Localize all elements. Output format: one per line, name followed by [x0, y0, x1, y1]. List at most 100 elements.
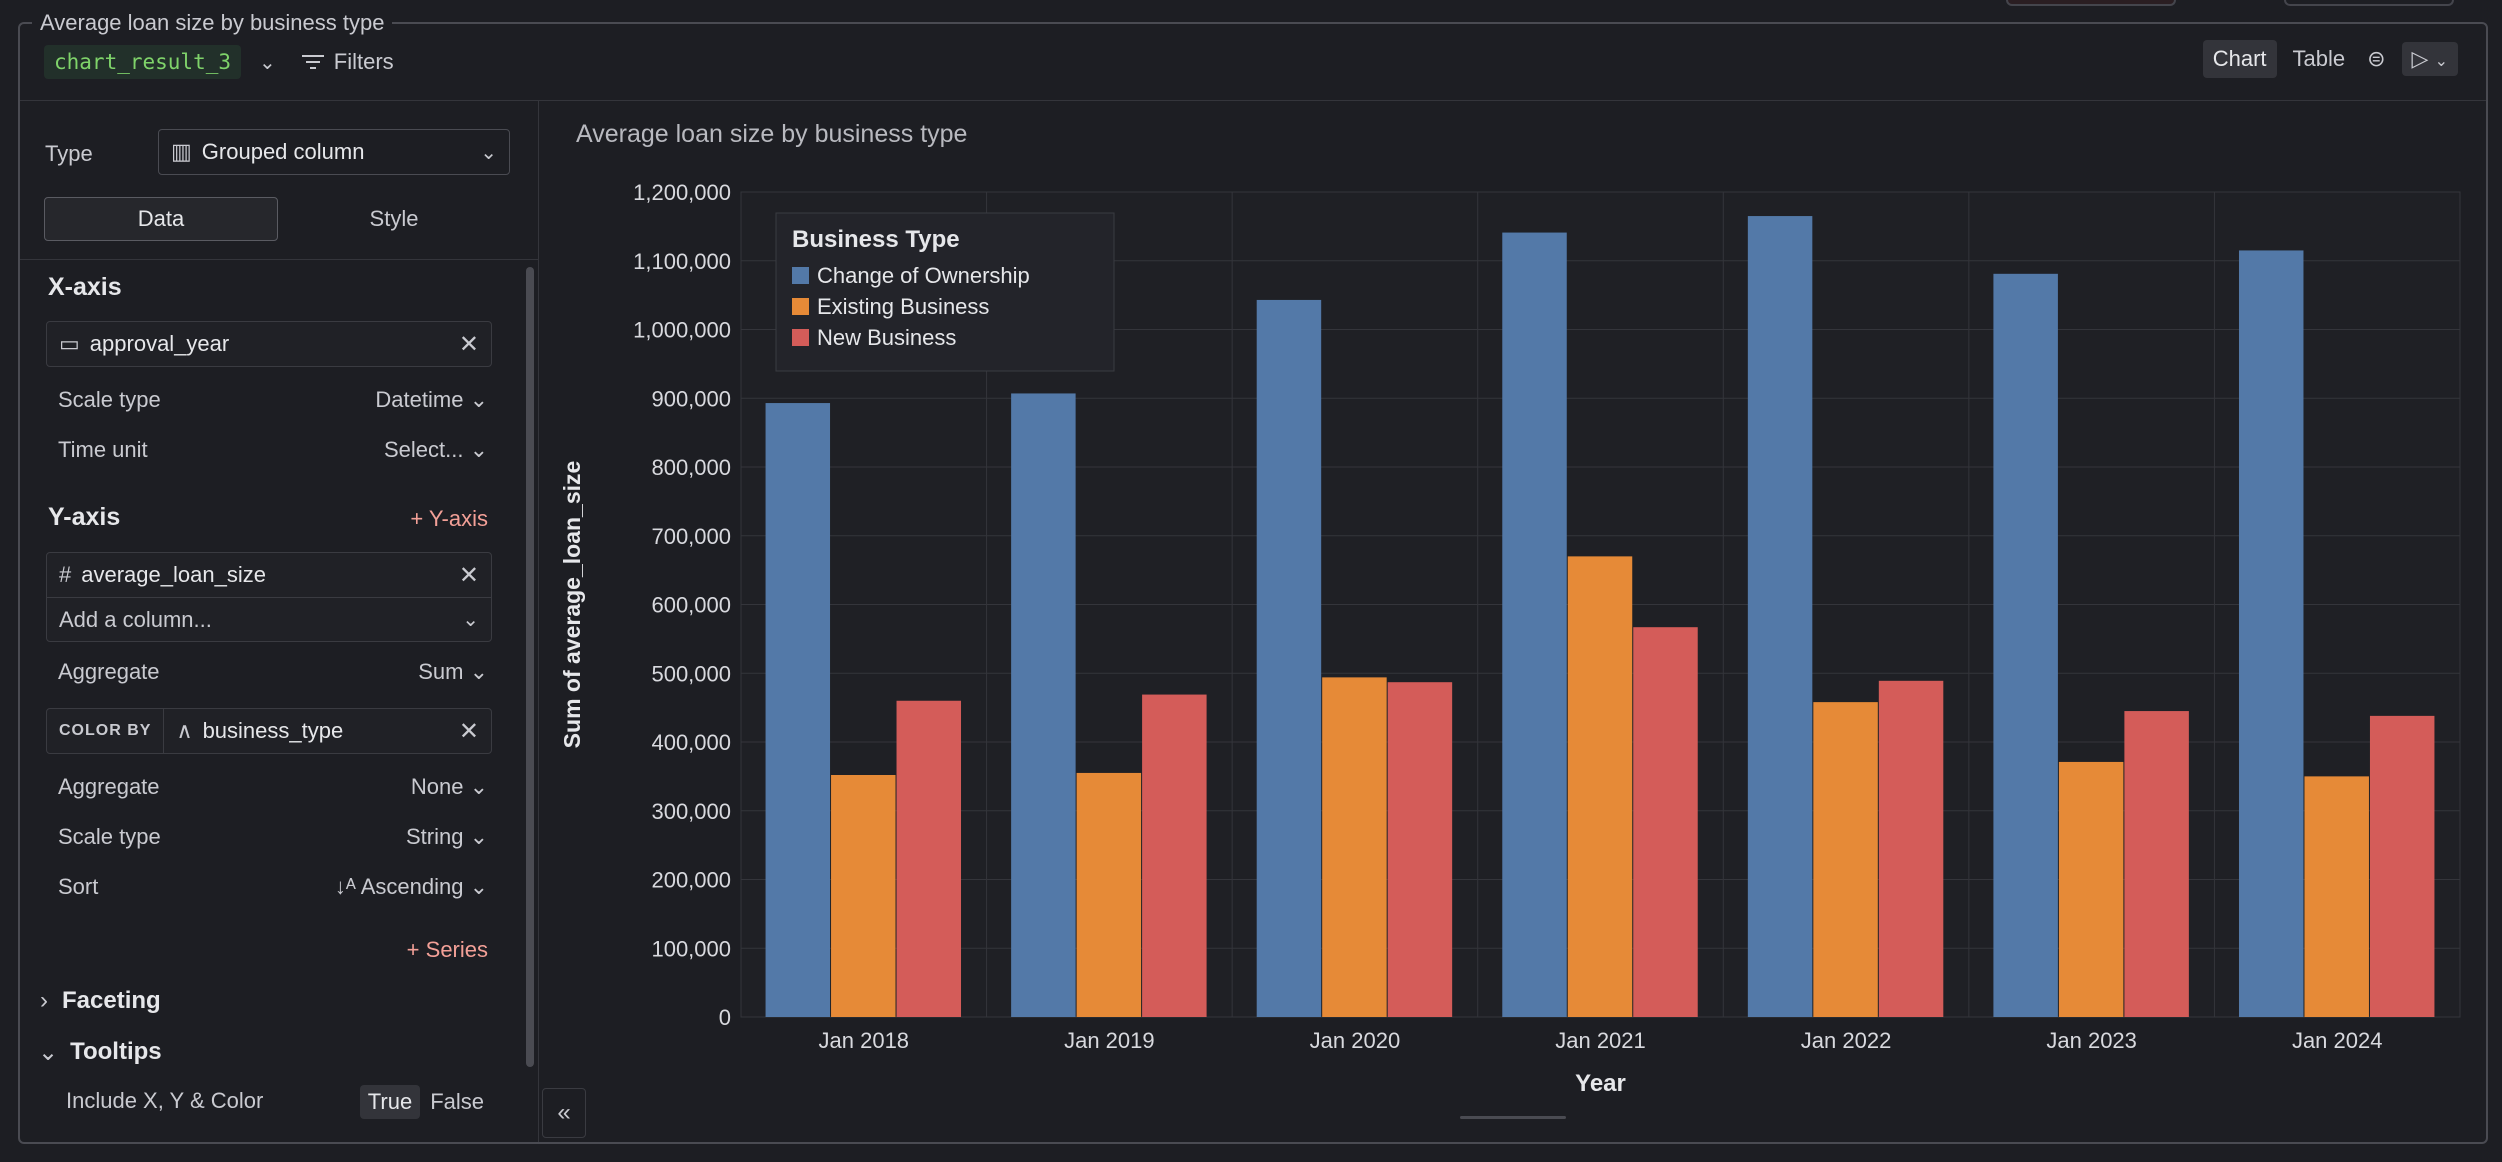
- add-column-select[interactable]: Add a column... ⌄: [47, 597, 491, 641]
- chevron-down-icon: ⌄: [2434, 53, 2448, 70]
- legend-swatch: [792, 298, 809, 315]
- scale-type-label: Scale type: [58, 387, 161, 412]
- view-toggle: Chart Table ⊜ ▷ ⌄: [2202, 40, 2458, 78]
- x-tick-label: Jan 2022: [1801, 1028, 1892, 1053]
- chevron-down-icon: ⌄: [38, 1039, 59, 1066]
- close-icon[interactable]: ✕: [458, 561, 479, 589]
- close-icon[interactable]: ✕: [458, 717, 479, 745]
- chevron-down-icon: ⌄: [469, 437, 488, 462]
- bar: [2124, 711, 2189, 1017]
- chevron-down-icon: ⌄: [469, 824, 488, 849]
- bar: [1747, 216, 1813, 1017]
- faceting-section[interactable]: › Faceting: [40, 987, 161, 1015]
- xaxis-column-box: ▭ approval_year ✕: [46, 321, 492, 367]
- resize-handle[interactable]: [1460, 1116, 1566, 1119]
- colorby-aggregate[interactable]: Aggregate None ⌄: [58, 774, 488, 800]
- grouped-column-chart: 0 100,000 200,000 300,000 400,000 500,000 600,…: [559, 180, 2461, 1097]
- legend-title: Business Type: [792, 226, 960, 253]
- time-unit-label: Time unit: [58, 437, 148, 462]
- colorby-scale-type-label: Scale type: [58, 824, 161, 849]
- bar: [1813, 702, 1878, 1017]
- sort-ascending-icon: ↓ᴬ: [334, 874, 356, 899]
- chevron-down-icon: ⌄: [469, 874, 488, 899]
- legend-entry: Change of Ownership: [817, 263, 1030, 288]
- color-by-box[interactable]: COLOR BY ∧ business_type ✕: [46, 708, 492, 754]
- chevron-down-icon: ⌄: [480, 141, 497, 164]
- true-option[interactable]: True: [359, 1085, 421, 1119]
- top-stub-left: [2006, 0, 2176, 6]
- yaxis-title: Y-axis: [48, 503, 121, 531]
- faceting-label: Faceting: [62, 987, 161, 1014]
- chart-view-button[interactable]: Chart: [2202, 40, 2277, 78]
- xaxis-column[interactable]: ▭ approval_year ✕: [47, 322, 491, 366]
- bar: [765, 403, 831, 1017]
- yaxis-column-box: # average_loan_size ✕ Add a column... ⌄: [46, 552, 492, 642]
- tab-style[interactable]: Style: [369, 206, 419, 231]
- add-yaxis-button[interactable]: + Y-axis: [410, 506, 488, 532]
- config-sidebar: Type ▥ Grouped column ⌄ Data Style X-axi…: [20, 101, 538, 1141]
- yaxis-column[interactable]: # average_loan_size ✕: [47, 553, 491, 597]
- colorby-scale-type[interactable]: Scale type String ⌄: [58, 824, 488, 850]
- tab-data[interactable]: Data: [44, 197, 278, 241]
- colorby-scale-type-value: String: [405, 824, 464, 849]
- text-type-icon: ∧: [176, 718, 193, 743]
- frame-title: Average loan size by business type: [32, 10, 393, 36]
- bar: [2238, 250, 2304, 1017]
- header-divider: [20, 100, 2486, 101]
- y-tick-label: 100,000: [651, 936, 731, 961]
- close-icon[interactable]: ✕: [458, 330, 479, 358]
- bar: [1567, 556, 1633, 1017]
- sort-label: Sort: [58, 874, 99, 899]
- yaxis-aggregate[interactable]: Aggregate Sum ⌄: [58, 659, 488, 685]
- chevron-down-icon: ⌄: [469, 659, 488, 684]
- sidebar-scrollbar[interactable]: [526, 267, 534, 1067]
- chevron-down-icon[interactable]: ⌄: [259, 51, 276, 74]
- chevron-down-icon: ⌄: [469, 774, 488, 799]
- bar: [1878, 680, 1944, 1017]
- colorby-aggregate-value: None: [410, 774, 464, 799]
- colorby-aggregate-label: Aggregate: [58, 774, 160, 799]
- xaxis-scale-type[interactable]: Scale type Datetime ⌄: [58, 387, 488, 413]
- bar: [896, 700, 962, 1017]
- chevron-down-icon: ⌄: [469, 387, 488, 412]
- colorby-sort[interactable]: Sort ↓ᴬ Ascending ⌄: [58, 874, 488, 900]
- chevron-down-icon: ⌄: [462, 609, 479, 631]
- x-tick-label: Jan 2023: [2046, 1028, 2137, 1053]
- color-by-tag: COLOR BY: [47, 709, 165, 753]
- bar: [1993, 273, 2058, 1017]
- chart-type-select[interactable]: ▥ Grouped column ⌄: [158, 129, 510, 175]
- tooltips-label: Tooltips: [70, 1038, 162, 1065]
- time-unit-value: Select...: [383, 437, 464, 462]
- y-tick-label: 1,200,000: [633, 180, 731, 205]
- chart-title: Average loan size by business type: [576, 120, 968, 148]
- cell-header: chart_result_3 ⌄ Filters Chart Table ⊜ ▷…: [20, 24, 2486, 100]
- y-tick-label: 600,000: [651, 593, 731, 618]
- collapse-sidebar-button[interactable]: «: [542, 1088, 586, 1138]
- bar-chart-icon: ▥: [171, 139, 192, 164]
- legend-swatch: [792, 329, 809, 346]
- tooltips-section[interactable]: ⌄ Tooltips: [38, 1038, 162, 1067]
- y-tick-label: 0: [719, 1005, 731, 1030]
- add-column-placeholder: Add a column...: [59, 606, 212, 632]
- add-series-button[interactable]: + Series: [407, 937, 488, 963]
- chart-cell-frame: [18, 22, 2488, 1144]
- y-tick-label: 900,000: [651, 386, 731, 411]
- database-icon[interactable]: ⊜: [2367, 46, 2386, 71]
- false-option[interactable]: False: [430, 1089, 484, 1114]
- result-name-chip[interactable]: chart_result_3: [44, 45, 242, 79]
- legend-swatch: [792, 267, 809, 284]
- table-view-button[interactable]: Table: [2292, 46, 2346, 71]
- x-tick-label: Jan 2019: [1064, 1028, 1155, 1053]
- aggregate-label: Aggregate: [58, 659, 160, 684]
- filters-button[interactable]: Filters: [301, 49, 394, 75]
- tabs-divider: [20, 259, 538, 260]
- sidebar-tabs: Data Style: [44, 197, 510, 241]
- plus-icon: +: [410, 506, 424, 531]
- xaxis-time-unit[interactable]: Time unit Select... ⌄: [58, 437, 488, 463]
- include-row: Include X, Y & Color: [66, 1088, 538, 1114]
- run-button[interactable]: ▷ ⌄: [2401, 42, 2458, 76]
- bar: [1387, 682, 1453, 1017]
- xaxis-column-name: approval_year: [89, 331, 230, 356]
- y-tick-label: 400,000: [651, 730, 731, 755]
- y-tick-label: 500,000: [651, 661, 731, 686]
